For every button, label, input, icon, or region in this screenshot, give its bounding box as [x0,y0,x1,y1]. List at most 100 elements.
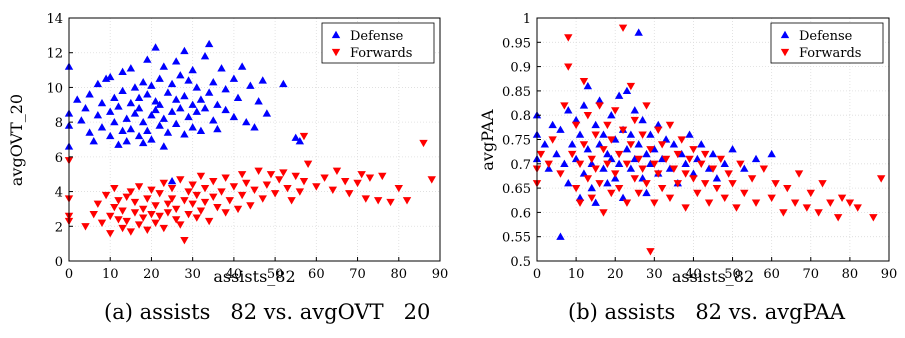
data-point [171,57,181,65]
data-point [818,180,827,188]
data-point [295,137,305,145]
data-point [122,137,131,145]
data-point [556,170,565,178]
data-point [147,135,156,143]
data-point [611,174,620,182]
data-point [599,130,608,138]
data-point [171,95,181,103]
data-point [611,170,620,178]
data-point [361,195,370,203]
x-tick-label: 30 [184,267,201,282]
data-point [167,195,177,203]
data-point [427,176,436,184]
data-point [159,142,169,150]
data-point [693,189,702,198]
data-point [229,112,239,121]
data-point [767,194,776,203]
data-point [607,111,616,119]
data-point [250,186,259,195]
data-point [126,228,136,236]
data-point [591,198,600,206]
data-point [163,128,173,136]
data-point [171,205,181,214]
data-point [650,199,659,207]
data-point [101,191,111,200]
data-point [163,200,173,208]
data-point [188,200,197,208]
data-point [340,178,350,186]
data-point [685,130,694,138]
data-point [163,88,173,96]
data-point [661,155,671,164]
data-point [134,221,144,229]
x-tick-label: 0 [533,267,541,282]
data-point [225,197,234,205]
data-point [130,83,140,91]
data-point [221,105,230,114]
data-point [233,205,243,214]
y-tick-label: 0.95 [502,36,531,51]
x-tick-label: 10 [102,267,119,282]
data-point [579,78,589,86]
data-point [139,117,148,126]
caption-right: (b) assists 82 vs. avgPAA [568,300,846,324]
data-point [163,209,173,217]
data-point [357,171,366,179]
data-point [106,230,115,238]
data-point [876,175,886,183]
legend: Defense Forwards [321,22,435,64]
data-point [536,150,546,159]
data-point [595,102,604,110]
data-point [595,96,604,104]
data-point [122,193,131,201]
legend-label: Defense [799,29,853,44]
data-point [575,160,585,168]
y-tick-label: 0.75 [502,134,531,149]
data-point [548,120,557,129]
data-point [209,116,218,124]
data-point [81,104,90,112]
data-point [151,97,160,105]
data-point [176,71,185,79]
y-tick-label: 12 [46,47,63,62]
data-point [237,191,247,200]
data-point [618,193,628,201]
data-point [217,188,226,196]
x-tick-label: 20 [607,267,624,282]
data-point [634,140,643,148]
data-point [642,149,651,158]
data-point [665,194,675,203]
data-point [560,159,569,167]
data-point [254,167,263,175]
data-point [89,210,98,219]
caption-left: (a) assists 82 vs. avgOVT 20 [104,300,431,324]
data-point [209,178,218,186]
data-point [740,164,749,172]
data-point [759,165,769,173]
data-point [740,189,749,198]
data-point [583,145,593,153]
data-point [97,219,107,228]
data-point [673,180,682,188]
data-point [634,155,643,164]
x-tick-label: 90 [432,267,449,282]
data-point [176,176,185,184]
data-point [720,159,729,167]
data-point [587,183,596,192]
data-point [159,62,169,70]
legend-label: Forwards [350,46,412,61]
y-axis-label: avgPAA [478,109,497,171]
data-point [180,197,189,205]
data-point [246,202,255,210]
x-tick-label: 50 [267,267,284,282]
data-point [806,189,815,198]
data-point [167,79,177,88]
data-point [712,174,722,182]
data-point [638,165,647,173]
data-point [587,194,596,203]
data-point [196,207,206,215]
data-point [159,224,169,233]
data-point [118,207,127,215]
data-point [188,65,197,74]
x-axis-label: assists_82 [672,267,754,286]
